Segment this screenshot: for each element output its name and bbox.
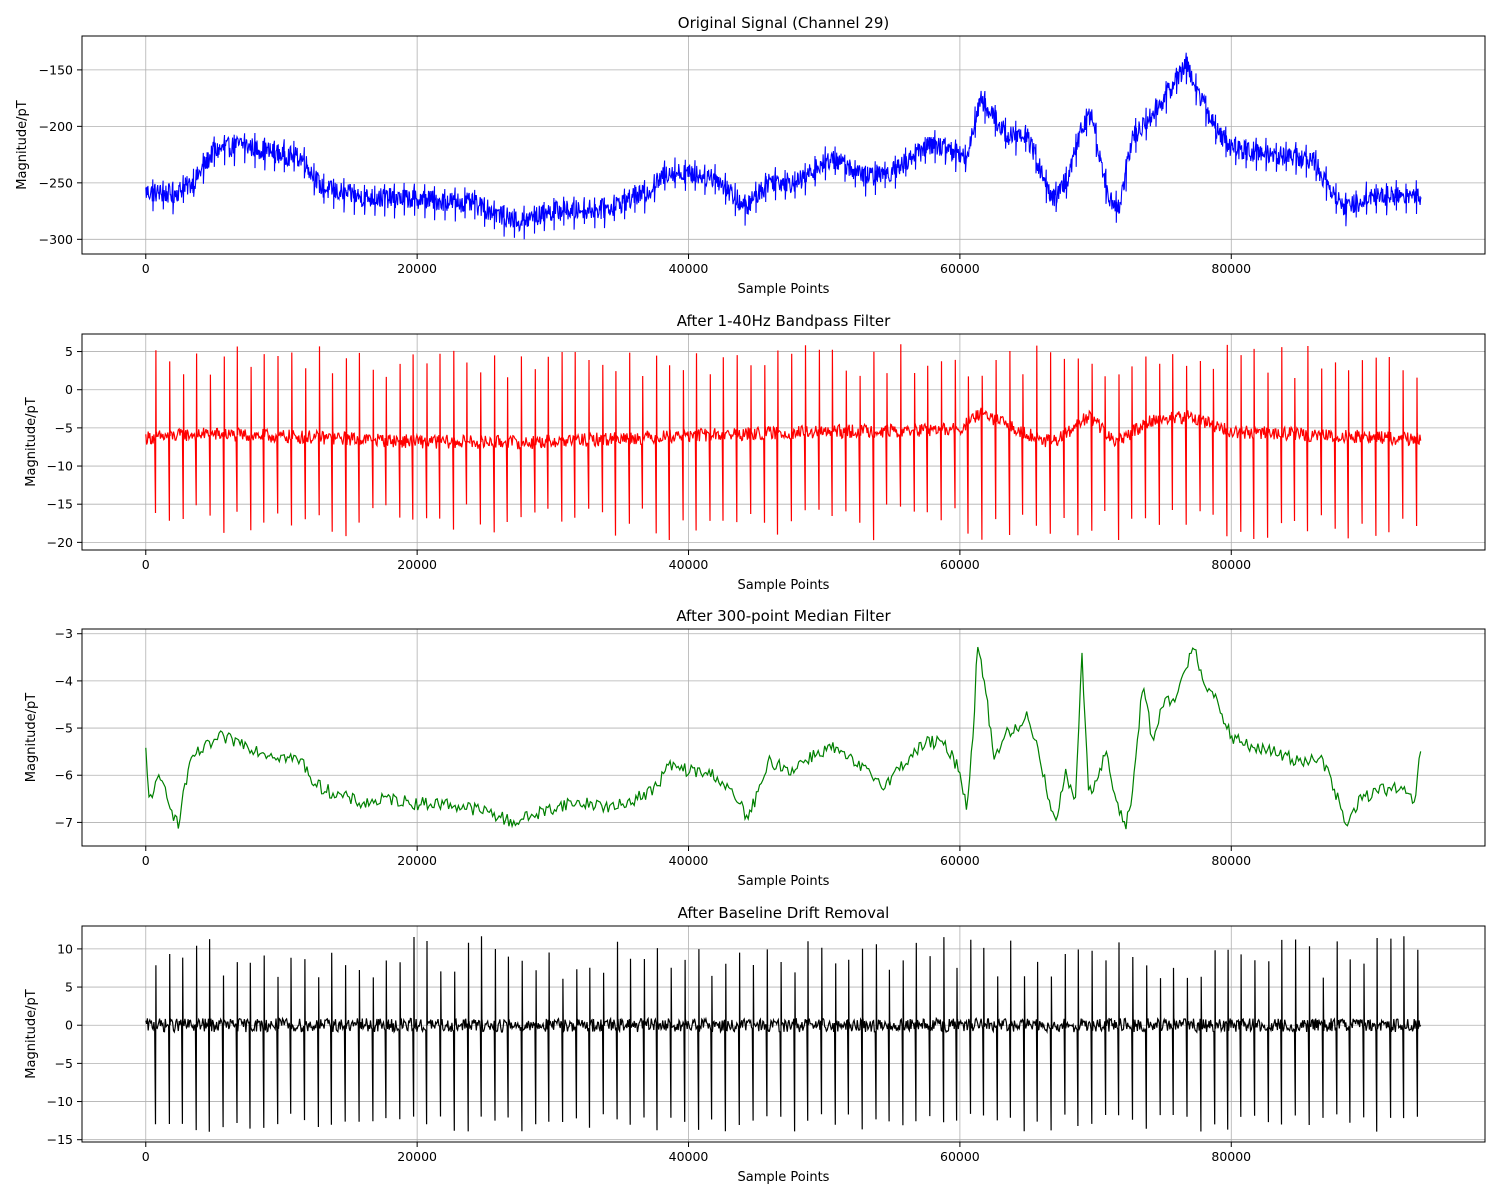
y-tick-label: −5	[55, 420, 73, 435]
y-tick-label: −15	[47, 1132, 73, 1147]
x-tick-label: 0	[142, 557, 150, 572]
y-tick-label: −300	[39, 232, 73, 247]
x-tick-label: 40000	[669, 853, 709, 868]
y-tick-label: 5	[65, 980, 73, 995]
chart-title: After Baseline Drift Removal	[678, 904, 890, 922]
x-tick-label: 20000	[397, 1149, 437, 1164]
y-tick-label: 0	[65, 382, 73, 397]
series-line	[145, 646, 1422, 830]
x-tick-label: 20000	[397, 557, 437, 572]
chart-panel-1: 0 20000 40000 60000 80000 −150 −200 −250 −300 Ori…	[15, 14, 1486, 297]
series-line	[145, 344, 1422, 541]
y-tick-label: −5	[55, 1056, 73, 1071]
y-tick-label: −5	[55, 721, 73, 736]
y-axis-label: Magnitude/pT	[15, 100, 30, 190]
y-tick-label: −150	[39, 62, 73, 77]
chart-panel-3: 0 20000 40000 60000 80000 −3 −4 −5 −6 −7 After 300…	[24, 607, 1486, 889]
y-tick-label: −20	[47, 535, 73, 550]
plot-frame	[81, 35, 1486, 255]
x-tick-label: 60000	[940, 261, 980, 276]
y-axis-label: Magnitude/pT	[24, 693, 39, 783]
x-tick-label: 80000	[1211, 1149, 1251, 1164]
x-tick-label: 0	[142, 853, 150, 868]
y-tick-label: 10	[57, 941, 73, 956]
y-tick-label: −10	[47, 1094, 73, 1109]
chart-title: Original Signal (Channel 29)	[678, 14, 889, 32]
y-tick-label: −10	[47, 459, 73, 474]
x-tick-label: 80000	[1211, 853, 1251, 868]
chart-title: After 300-point Median Filter	[676, 607, 891, 625]
y-tick-label: −6	[55, 768, 73, 783]
y-axis-label: Magnitude/pT	[24, 989, 39, 1079]
chart-panel-2: 0 20000 40000 60000 80000 5 0 −5 −10 −15 −20 After …	[24, 312, 1486, 593]
x-tick-label: 60000	[940, 557, 980, 572]
series-line	[145, 52, 1422, 240]
y-tick-label: −15	[47, 497, 73, 512]
x-tick-label: 40000	[669, 557, 709, 572]
plot-frame	[81, 333, 1486, 551]
chart-title: After 1-40Hz Bandpass Filter	[677, 312, 891, 330]
x-tick-label: 0	[142, 1149, 150, 1164]
x-tick-label: 80000	[1211, 557, 1251, 572]
plot-frame	[81, 628, 1486, 847]
x-tick-label: 20000	[397, 261, 437, 276]
y-tick-label: 0	[65, 1018, 73, 1033]
y-tick-label: −7	[55, 815, 73, 830]
x-axis-label: Sample Points	[738, 578, 830, 593]
y-axis-label: Magnitude/pT	[24, 397, 39, 487]
x-axis-label: Sample Points	[738, 874, 830, 889]
chart-panel-4: 0 20000 40000 60000 80000 10 5 0 −5 −10 −15 After B…	[24, 904, 1486, 1185]
y-tick-label: −250	[39, 175, 73, 190]
x-axis-label: Sample Points	[738, 1170, 830, 1185]
x-tick-label: 40000	[669, 261, 709, 276]
plot-frame	[81, 925, 1486, 1143]
y-tick-label: −200	[39, 119, 73, 134]
y-tick-label: 5	[65, 344, 73, 359]
x-tick-label: 60000	[940, 853, 980, 868]
x-tick-label: 60000	[940, 1149, 980, 1164]
x-tick-label: 20000	[397, 853, 437, 868]
x-tick-label: 0	[142, 261, 150, 276]
series-line	[145, 936, 1422, 1132]
y-tick-label: −3	[55, 626, 73, 641]
x-tick-label: 40000	[669, 1149, 709, 1164]
y-tick-label: −4	[55, 673, 73, 688]
x-tick-label: 80000	[1211, 261, 1251, 276]
x-axis-label: Sample Points	[738, 282, 830, 297]
